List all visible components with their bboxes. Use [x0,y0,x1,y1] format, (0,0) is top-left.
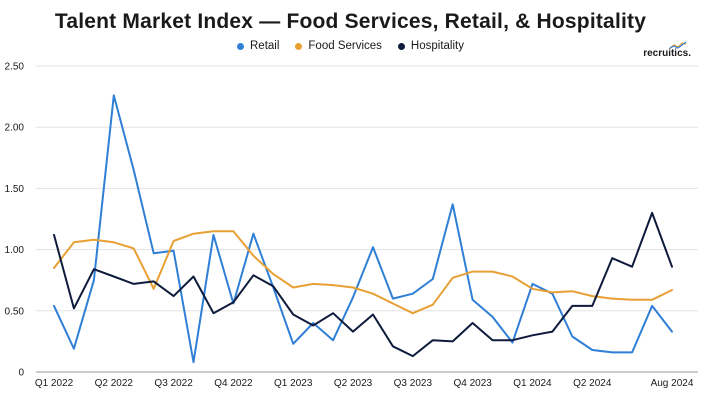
y-tick-label: 0.50 [5,306,25,317]
brand-logo-icon [669,41,687,49]
x-tick-label: Q2 2023 [334,378,373,389]
series-line-retail [53,94,673,364]
x-tick-label: Q1 2023 [274,378,313,389]
x-tick-label: Q3 2022 [154,378,193,389]
legend-marker-retail [237,42,244,50]
chart-legend: Retail Food Services Hospitality [0,40,701,52]
legend-item-hospitality: Hospitality [397,40,464,52]
x-tick-label: Q3 2023 [394,378,433,389]
x-tick-label: Q2 2022 [95,378,134,389]
legend-item-food-services: Food Services [295,40,382,52]
y-tick-label: 1.00 [5,245,25,256]
legend-label-retail: Retail [250,40,280,52]
brand-logo-text: recruitics. [643,48,691,59]
legend-label-hospitality: Hospitality [410,40,464,52]
x-tick-label: Q4 2023 [453,378,492,389]
y-tick-label: 2.00 [5,123,25,134]
series-line-food-services [53,230,673,315]
x-tick-label: Q1 2022 [35,378,74,389]
chart-title: Talent Market Index — Food Services, Ret… [54,10,647,33]
x-tick-label: Q1 2024 [513,378,552,389]
legend-marker-hospitality [397,42,405,50]
y-tick-label: 2.50 [5,62,25,73]
x-tick-label: Q4 2022 [214,378,253,389]
legend-label-food-services: Food Services [308,40,382,52]
legend-marker-food-services [295,42,303,50]
y-tick-label: 1.50 [5,184,25,195]
series-line-hospitality [53,211,673,358]
y-tick-label: 0 [18,368,24,379]
x-tick-label: Q2 2024 [573,378,612,389]
legend-item-retail: Retail [237,40,279,52]
x-tick-label: Aug 2024 [651,378,694,389]
